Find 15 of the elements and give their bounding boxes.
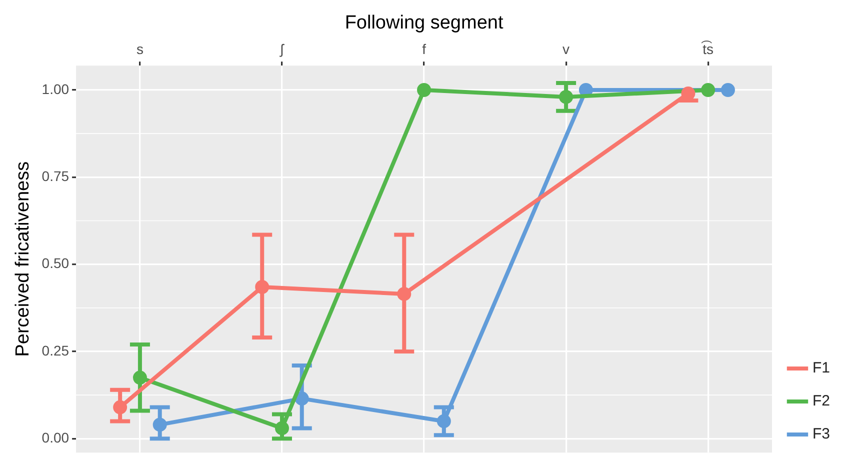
y-axis-title: Perceived fricativeness [12, 161, 34, 357]
x-tick-label: f [422, 41, 426, 58]
legend-label: F2 [812, 392, 830, 410]
legend-label: F3 [812, 426, 830, 443]
y-tick-label: 0.50 [42, 255, 70, 272]
y-tick-label: 1.00 [42, 80, 70, 97]
x-tick-label: t͡s [700, 40, 714, 58]
legend-label: F1 [812, 360, 830, 377]
y-tick-label: 0.75 [42, 168, 70, 184]
y-tick-label: 0.00 [42, 430, 70, 446]
x-tick-label: s [136, 41, 144, 58]
y-tick-label: 0.25 [42, 342, 70, 358]
x-axis-title: Following segment [344, 12, 504, 34]
x-tick-label: v [562, 41, 570, 58]
x-tick-label: ʃ [279, 41, 286, 58]
